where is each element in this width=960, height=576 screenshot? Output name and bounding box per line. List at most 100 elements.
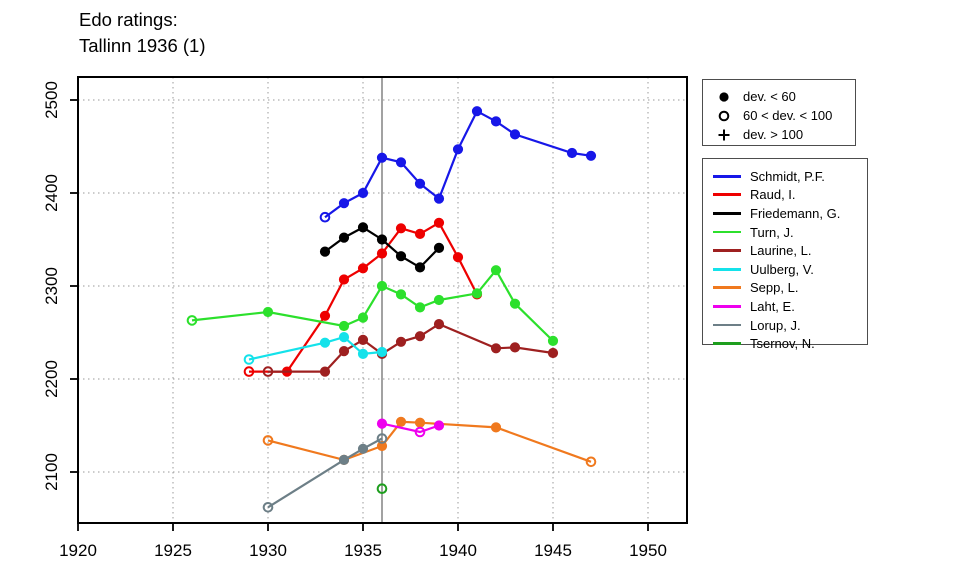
point-laurine-1945-filled (547, 347, 559, 359)
point-sepp-1947-open (585, 456, 597, 468)
series-legend-row-schmidt: Schmidt, P.F. (713, 167, 867, 186)
point-raud-1940-filled (452, 252, 464, 263)
series-legend-label-uulberg: Uulberg, V. (750, 261, 814, 277)
point-raud-1935-filled (357, 263, 369, 274)
point-schmidt-1943-filled (509, 129, 521, 140)
series-legend-label-schmidt: Schmidt, P.F. (750, 168, 825, 184)
point-laurine-1937-filled (395, 336, 407, 347)
series-legend-label-turn: Turn, J. (750, 224, 794, 240)
point-schmidt-1936-filled (376, 152, 388, 163)
point-turn-1941-filled (471, 288, 483, 299)
marker-legend-row-2: dev. > 100 (716, 125, 855, 144)
chart-title-line1: Edo ratings: (79, 9, 178, 30)
series-legend-row-tsernov: Tsernov, N. (713, 334, 867, 353)
series-color-swatch-turn (713, 230, 741, 234)
point-sepp-1936-filled (376, 440, 388, 452)
point-laurine-1938-filled (414, 331, 426, 342)
plot-box (77, 76, 688, 524)
series-legend-row-sepp: Sepp, L. (713, 279, 867, 298)
point-turn-1937-filled (395, 289, 407, 300)
point-uulberg-1935-filled (357, 348, 369, 359)
point-sepp-1938-filled (414, 417, 426, 428)
series-legend-label-friedemann: Friedemann, G. (750, 205, 841, 221)
point-uulberg-1933-filled (319, 337, 331, 348)
point-schmidt-1933-open (319, 211, 331, 223)
series-legend-label-laht: Laht, E. (750, 298, 795, 314)
point-turn-1934-filled (338, 320, 350, 332)
point-sepp-1942-filled (490, 422, 502, 433)
open-circle-icon (716, 109, 732, 123)
point-friedemann-1938-filled (414, 262, 426, 273)
series-legend-row-laht: Laht, E. (713, 297, 867, 316)
point-uulberg-1929-open (243, 354, 255, 365)
series-legend: Schmidt, P.F. Raud, I. Friedemann, G. Turn,… (702, 158, 868, 351)
marker-legend-row-0: dev. < 60 (716, 87, 855, 106)
point-schmidt-1935-filled (357, 187, 369, 199)
point-friedemann-1934-filled (338, 232, 350, 243)
point-friedemann-1937-filled (395, 251, 407, 262)
series-color-swatch-raud (713, 193, 741, 197)
x-tick-label-1945: 1945 (534, 541, 572, 560)
point-sepp-1937-filled (395, 416, 407, 427)
series-color-swatch-uulberg (713, 267, 741, 271)
x-tick-label-1950: 1950 (629, 541, 667, 560)
y-tick-label-2400: 2400 (42, 174, 61, 212)
x-tick-label-1930: 1930 (249, 541, 287, 560)
point-friedemann-1939-filled (433, 242, 445, 253)
point-laurine-1933-filled (319, 366, 331, 377)
point-laurine-1935-filled (357, 334, 369, 345)
point-turn-1935-filled (357, 312, 369, 323)
point-raud-1938-filled (414, 228, 426, 239)
point-turn-1943-filled (509, 298, 521, 309)
point-uulberg-1934-filled (338, 332, 350, 343)
point-turn-1939-filled (433, 294, 445, 306)
series-legend-label-laurine: Laurine, L. (750, 243, 812, 259)
point-turn-1945-filled (547, 335, 559, 346)
point-raud-1934-filled (338, 274, 350, 285)
point-laurine-1934-filled (338, 346, 350, 357)
series-legend-row-uulberg: Uulberg, V. (713, 260, 867, 279)
series-color-swatch-friedemann (713, 212, 741, 215)
marker-legend-label-2: dev. > 100 (743, 127, 804, 142)
point-friedemann-1933-filled (319, 246, 331, 257)
x-tick-label-1920: 1920 (59, 541, 97, 560)
marker-legend: dev. < 60 60 < dev. < 100 dev. > 100 (702, 79, 856, 146)
point-schmidt-1938-filled (414, 178, 426, 189)
series-legend-label-lorup: Lorup, J. (750, 317, 801, 333)
point-schmidt-1942-filled (490, 116, 502, 127)
marker-legend-row-1: 60 < dev. < 100 (716, 106, 855, 125)
point-turn-1930-filled (262, 306, 274, 318)
chart-title: Edo ratings: Tallinn 1936 (1) (79, 7, 206, 59)
point-turn-1938-filled (414, 302, 426, 313)
series-legend-row-lorup: Lorup, J. (713, 316, 867, 335)
x-tick-label-1935: 1935 (344, 541, 382, 560)
chart-title-line2: Tallinn 1936 (1) (79, 35, 206, 56)
point-schmidt-1940-filled (452, 144, 464, 155)
point-schmidt-1941-filled (471, 106, 483, 117)
series-color-swatch-lorup (713, 323, 741, 327)
point-schmidt-1947-filled (585, 150, 597, 161)
point-turn-1942-filled (490, 265, 502, 276)
series-legend-row-laurine: Laurine, L. (713, 241, 867, 260)
point-laht-1936-filled (376, 418, 388, 429)
filled-circle-icon (716, 90, 732, 104)
x-tick-label-1940: 1940 (439, 541, 477, 560)
y-tick-label-2300: 2300 (42, 267, 61, 305)
series-color-swatch-laht (713, 305, 741, 308)
point-friedemann-1936-filled (376, 234, 388, 245)
point-raud-1933-filled (319, 310, 331, 321)
point-turn-1936-filled (376, 280, 388, 292)
plus-icon (716, 128, 732, 142)
point-raud-1937-filled (395, 223, 407, 234)
point-laurine-1939-filled (433, 319, 445, 330)
y-tick-label-2100: 2100 (42, 453, 61, 491)
series-legend-row-friedemann: Friedemann, G. (713, 204, 867, 223)
point-laurine-1930-open (262, 366, 274, 377)
series-legend-label-tsernov: Tsernov, N. (750, 336, 815, 352)
series-color-swatch-laurine (713, 249, 741, 253)
marker-legend-label-0: dev. < 60 (743, 89, 796, 104)
point-raud-1939-filled (433, 217, 445, 228)
series-legend-label-raud: Raud, I. (750, 187, 796, 203)
point-lorup-1934-filled (338, 454, 350, 465)
